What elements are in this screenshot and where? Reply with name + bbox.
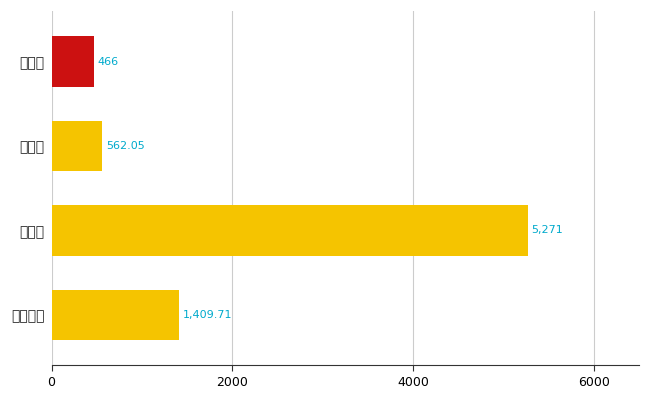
Bar [51, 36, 94, 87]
Text: 5,271: 5,271 [532, 226, 563, 236]
Text: 1,409.71: 1,409.71 [183, 310, 232, 320]
Bar [51, 290, 179, 340]
Text: 562.05: 562.05 [106, 141, 145, 151]
Bar [51, 121, 102, 172]
Bar [51, 205, 528, 256]
Text: 466: 466 [98, 57, 118, 67]
